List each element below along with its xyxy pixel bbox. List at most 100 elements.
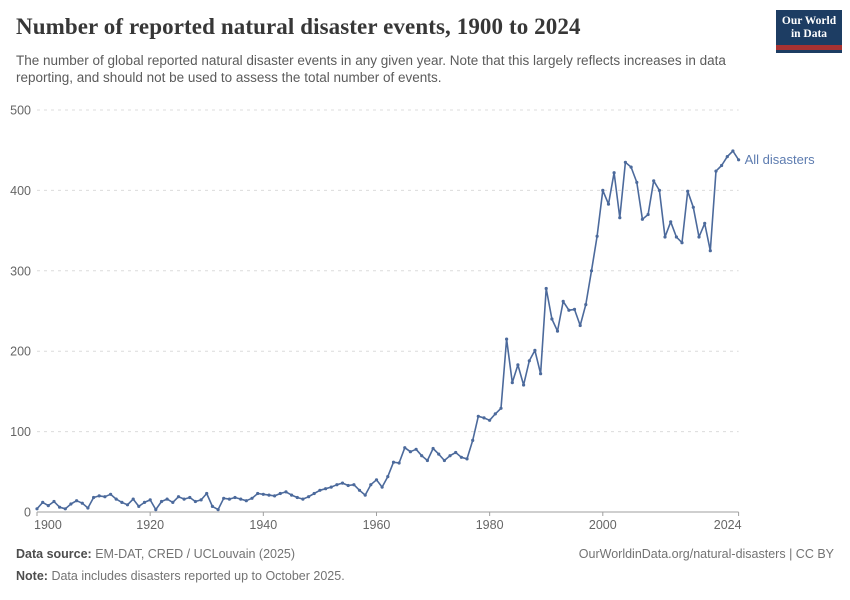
data-point-marker xyxy=(318,488,322,492)
data-point-marker xyxy=(680,241,684,245)
data-point-marker xyxy=(691,205,695,209)
data-point-marker xyxy=(346,483,350,488)
data-point-marker xyxy=(352,483,356,487)
data-point-marker xyxy=(340,481,345,485)
data-point-marker xyxy=(125,503,130,507)
note-value: Data includes disasters reported up to O… xyxy=(51,569,345,583)
data-point-marker xyxy=(584,303,588,307)
data-point-marker xyxy=(493,412,497,416)
data-point-marker xyxy=(380,485,384,489)
data-point-marker xyxy=(188,495,192,500)
data-point-marker xyxy=(335,483,339,487)
data-point-marker xyxy=(459,455,463,459)
data-point-marker xyxy=(652,179,656,183)
data-point-marker xyxy=(708,249,712,253)
data-point-marker xyxy=(165,497,169,501)
data-point-marker xyxy=(290,493,294,497)
data-point-marker xyxy=(148,498,152,502)
data-point-marker xyxy=(80,501,84,505)
data-point-marker xyxy=(92,495,96,500)
footer: Data source: EM-DAT, CRED / UCLouvain (2… xyxy=(16,547,834,561)
series-label: All disasters xyxy=(745,152,816,167)
data-point-marker xyxy=(369,483,373,487)
x-tick-label: 2000 xyxy=(589,518,617,532)
data-point-marker xyxy=(703,221,707,225)
data-point-marker xyxy=(114,497,118,501)
data-point-marker xyxy=(97,494,101,498)
data-point-marker xyxy=(261,492,265,496)
data-point-marker xyxy=(244,499,248,503)
data-point-marker xyxy=(233,495,237,500)
data-point-marker xyxy=(623,160,628,164)
data-point-marker xyxy=(555,329,560,333)
data-point-marker xyxy=(731,149,735,153)
data-point-marker xyxy=(437,452,441,456)
data-point-marker xyxy=(357,488,362,492)
data-point-marker xyxy=(595,234,599,238)
data-point-marker xyxy=(454,450,458,455)
data-point-marker xyxy=(657,188,662,192)
data-point-marker xyxy=(414,447,418,451)
owid-link[interactable]: OurWorldinData.org/natural-disasters | C… xyxy=(578,547,834,561)
data-point-marker xyxy=(448,454,452,458)
owid-logo-line1: Our World xyxy=(781,15,837,27)
chart-subtitle: The number of global reported natural di… xyxy=(16,53,726,85)
data-point-marker xyxy=(714,169,718,173)
data-point-marker xyxy=(663,235,667,239)
data-point-marker xyxy=(420,454,424,458)
data-point-marker xyxy=(720,163,724,168)
data-point-marker xyxy=(205,491,209,496)
data-point-marker xyxy=(550,317,554,321)
data-point-marker xyxy=(561,299,565,303)
data-point-marker xyxy=(510,381,514,385)
x-tick-label: 1900 xyxy=(34,518,62,532)
data-point-marker xyxy=(374,478,379,482)
data-point-marker xyxy=(516,363,520,367)
data-point-marker xyxy=(301,497,305,501)
data-point-marker xyxy=(397,461,401,465)
data-point-marker xyxy=(471,438,475,442)
data-point-marker xyxy=(41,500,45,504)
data-point-marker xyxy=(612,171,616,175)
data-point-marker xyxy=(329,485,333,489)
data-point-marker xyxy=(159,499,164,504)
data-point-marker xyxy=(640,217,645,221)
data-point-marker xyxy=(75,499,79,503)
owid-logo[interactable]: Our World in Data xyxy=(776,10,842,53)
data-point-marker xyxy=(171,500,175,504)
data-point-marker xyxy=(572,307,577,311)
data-point-marker xyxy=(725,155,729,159)
data-point-marker xyxy=(697,235,701,239)
data-point-marker xyxy=(222,496,226,500)
data-point-marker xyxy=(465,457,469,461)
data-point-marker xyxy=(669,220,673,224)
data-point-marker xyxy=(618,216,622,220)
data-point-marker xyxy=(527,359,531,363)
data-point-marker xyxy=(425,458,429,463)
data-point-marker xyxy=(686,189,690,193)
data-point-marker xyxy=(403,446,407,450)
data-point-marker xyxy=(35,507,39,511)
data-point-marker xyxy=(533,348,537,352)
data-point-marker xyxy=(635,180,639,184)
data-point-marker xyxy=(646,212,650,217)
data-point-marker xyxy=(210,504,214,508)
data-point-marker xyxy=(52,499,56,504)
x-tick-label: 1960 xyxy=(363,518,391,532)
data-point-marker xyxy=(363,493,367,497)
data-point-marker xyxy=(216,508,220,512)
data-point-marker xyxy=(86,506,90,510)
data-point-marker xyxy=(250,496,254,500)
data-point-marker xyxy=(109,492,113,496)
data-point-marker xyxy=(391,460,396,464)
data-point-marker xyxy=(601,188,605,192)
data-point-marker xyxy=(142,500,147,504)
data-point-marker xyxy=(539,372,543,376)
data-point-marker xyxy=(505,337,509,341)
data-source: Data source: EM-DAT, CRED / UCLouvain (2… xyxy=(16,547,295,561)
series-line xyxy=(36,150,740,511)
data-point-marker xyxy=(544,286,548,291)
data-point-marker xyxy=(499,406,503,410)
data-point-marker xyxy=(476,414,480,418)
